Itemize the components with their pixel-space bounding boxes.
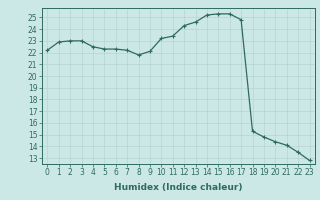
X-axis label: Humidex (Indice chaleur): Humidex (Indice chaleur) xyxy=(114,183,243,192)
